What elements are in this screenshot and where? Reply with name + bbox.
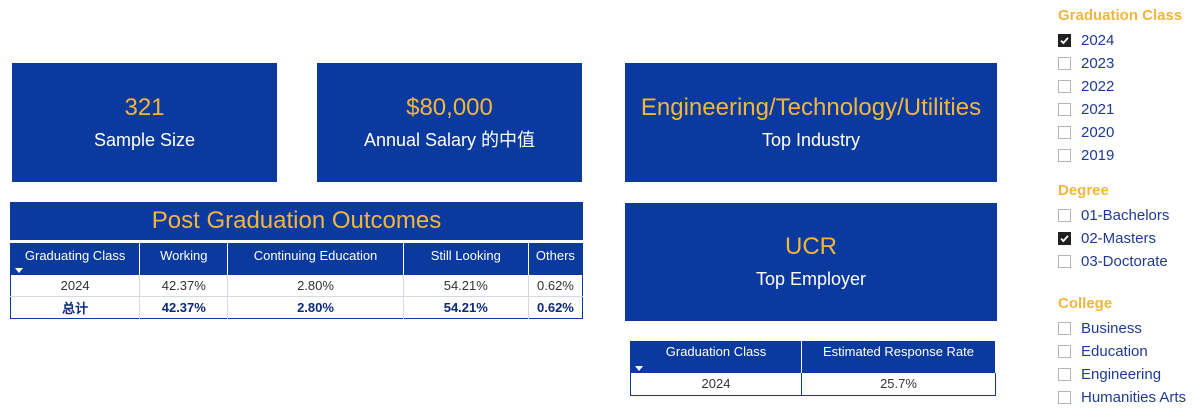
column-header-continuing-education[interactable]: Continuing Education xyxy=(227,243,404,275)
filter-option-label: Business xyxy=(1081,320,1142,337)
filter-option-label: Engineering xyxy=(1081,366,1162,383)
sort-down-icon[interactable] xyxy=(15,267,23,273)
sort-down-icon[interactable] xyxy=(635,365,643,371)
table-cell: 总计 xyxy=(10,296,141,318)
kpi-label: Sample Size xyxy=(93,129,196,150)
college-slicer: College Business Education Engineering Huma… xyxy=(1058,295,1200,409)
table-cell: 54.21% xyxy=(403,296,529,318)
kpi-value: $80,000 xyxy=(406,93,493,121)
filter-option-label: 01-Bachelors xyxy=(1081,207,1170,224)
table-cell: 25.7% xyxy=(880,376,917,391)
degree-slicer: Degree 01-Bachelors 02-Masters 03-Doctorat… xyxy=(1058,182,1200,273)
kpi-label: Annual Salary 的中值 xyxy=(363,129,536,150)
kpi-card-salary: $80,000 Annual Salary 的中值 xyxy=(317,63,582,182)
table-cell: 0.62% xyxy=(528,274,583,297)
checkbox-icon[interactable] xyxy=(1058,368,1071,381)
response-rate-table: Graduation Class Estimated Response Rate… xyxy=(630,341,996,396)
column-header-label: Others xyxy=(535,248,575,263)
table-row[interactable]: 2024 42.37% 2.80% 54.21% 0.62% xyxy=(10,274,583,297)
filter-option-label: 2023 xyxy=(1081,55,1115,72)
filter-option[interactable]: 2021 xyxy=(1058,98,1200,121)
table-cell: 2.80% xyxy=(227,296,404,318)
kpi-value: UCR xyxy=(785,233,837,260)
filter-option-label: Education xyxy=(1081,343,1148,360)
filter-option[interactable]: 01-Bachelors xyxy=(1058,204,1200,227)
filter-option[interactable]: 2022 xyxy=(1058,75,1200,98)
filter-option[interactable]: Education xyxy=(1058,340,1200,363)
filter-option[interactable]: 2023 xyxy=(1058,52,1200,75)
kpi-card-industry: Engineering/Technology/Utilities Top Ind… xyxy=(625,63,997,182)
checkbox-icon[interactable] xyxy=(1058,103,1071,116)
table-cell: 2024 xyxy=(10,274,141,297)
graduation-class-slicer: Graduation Class 2024 2023 2022 2021 2020 201… xyxy=(1058,7,1200,167)
checkbox-icon[interactable] xyxy=(1058,57,1071,70)
filter-option[interactable]: 03-Doctorate xyxy=(1058,250,1200,273)
checkbox-icon[interactable] xyxy=(1058,80,1071,93)
table-cell: 42.37% xyxy=(139,274,229,297)
table-cell: 54.21% xyxy=(403,274,529,297)
kpi-label: Top Industry xyxy=(761,129,861,150)
column-header-response-rate[interactable]: Estimated Response Rate xyxy=(801,341,996,373)
checkbox-checked-icon[interactable] xyxy=(1058,232,1071,245)
filter-option-label: 2019 xyxy=(1081,147,1115,164)
filter-option[interactable]: 02-Masters xyxy=(1058,227,1200,250)
filter-option-label: 2022 xyxy=(1081,78,1115,95)
column-header-label: Graduation Class xyxy=(665,344,767,359)
outcomes-table: Graduating Class Working Continuing Educ… xyxy=(10,243,583,319)
table-cell: 2024 xyxy=(630,372,802,395)
outcomes-title: Post Graduation Outcomes xyxy=(10,202,583,240)
checkbox-icon[interactable] xyxy=(1058,209,1071,222)
checkbox-icon[interactable] xyxy=(1058,149,1071,162)
filter-option[interactable]: Engineering xyxy=(1058,363,1200,386)
total-row: 总计 42.37% 2.80% 54.21% 0.62% xyxy=(10,296,583,318)
checkbox-icon[interactable] xyxy=(1058,345,1071,358)
kpi-value: Engineering/Technology/Utilities xyxy=(640,93,982,121)
filter-option-label: 2024 xyxy=(1081,32,1115,49)
column-header-working[interactable]: Working xyxy=(139,243,229,275)
checkbox-icon[interactable] xyxy=(1058,322,1071,335)
table-cell: 0.62% xyxy=(537,299,574,315)
column-header-label: Still Looking xyxy=(430,248,501,263)
filter-option[interactable]: Business xyxy=(1058,317,1200,340)
column-header-label: Graduating Class xyxy=(24,248,126,263)
slicer-title: College xyxy=(1058,295,1113,312)
kpi-card-employer: UCR Top Employer xyxy=(625,203,997,321)
filter-option[interactable]: 2020 xyxy=(1058,121,1200,144)
filter-option-label: 2020 xyxy=(1081,124,1115,141)
column-header-label: Continuing Education xyxy=(253,248,378,263)
checkbox-checked-icon[interactable] xyxy=(1058,34,1071,47)
column-header-still-looking[interactable]: Still Looking xyxy=(403,243,529,275)
table-cell: 2.80% xyxy=(227,274,404,297)
column-header-graduation-class[interactable]: Graduation Class xyxy=(630,341,802,373)
column-header-graduating-class[interactable]: Graduating Class xyxy=(10,243,141,275)
column-header-label: Estimated Response Rate xyxy=(822,344,975,359)
column-header-label: Working xyxy=(160,248,208,263)
checkbox-icon[interactable] xyxy=(1058,126,1071,139)
filter-option[interactable]: 2019 xyxy=(1058,144,1200,167)
filter-option-label: 03-Doctorate xyxy=(1081,253,1168,270)
filter-option[interactable]: 2024 xyxy=(1058,29,1200,52)
kpi-card-sample-size: 321 Sample Size xyxy=(12,63,277,182)
table-row[interactable]: 2024 25.7% xyxy=(630,372,996,395)
checkbox-icon[interactable] xyxy=(1058,255,1071,268)
kpi-label: Top Employer xyxy=(755,269,867,289)
filter-option-label: Humanities Arts xyxy=(1081,389,1187,406)
filter-option-label: 2021 xyxy=(1081,101,1115,118)
filter-option[interactable]: Humanities Arts xyxy=(1058,386,1200,409)
filter-option-label: 02-Masters xyxy=(1081,230,1157,247)
kpi-value: 321 xyxy=(124,93,165,121)
column-header-others[interactable]: Others xyxy=(528,243,583,275)
checkbox-icon[interactable] xyxy=(1058,391,1071,404)
slicer-title: Degree xyxy=(1058,182,1109,199)
slicer-title: Graduation Class xyxy=(1058,7,1183,24)
table-cell: 42.37% xyxy=(139,296,229,318)
